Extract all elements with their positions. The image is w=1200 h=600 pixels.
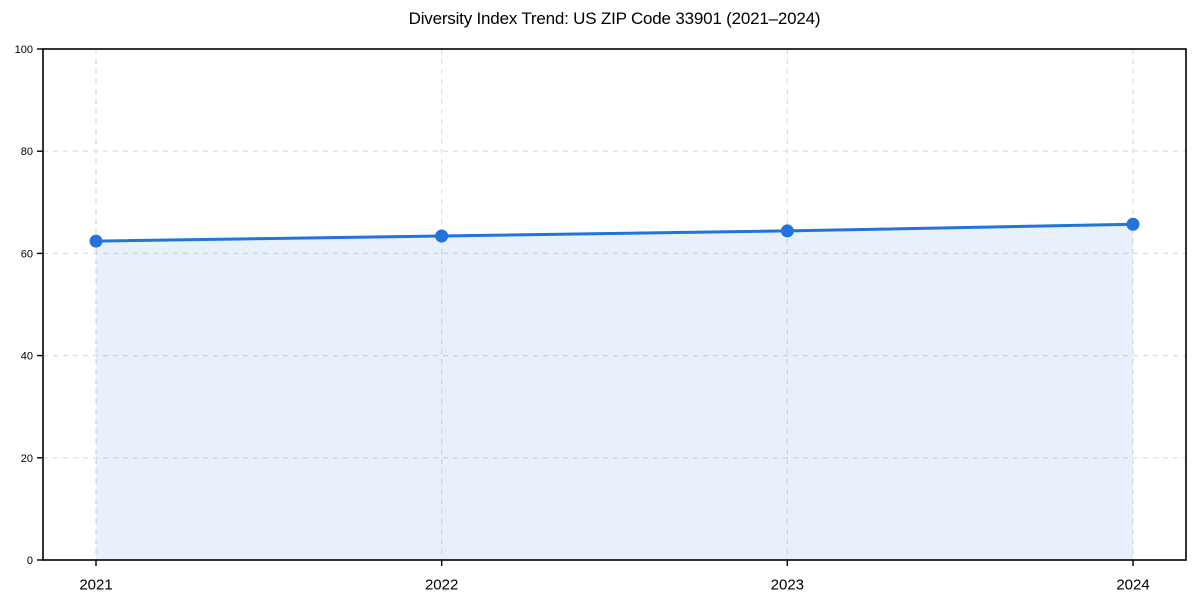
x-tick-label: 2024 bbox=[1116, 576, 1149, 593]
y-tick-label: 20 bbox=[21, 453, 33, 465]
data-point bbox=[435, 229, 449, 243]
x-tick-label: 2023 bbox=[771, 576, 804, 593]
data-point bbox=[89, 234, 103, 248]
chart-title: Diversity Index Trend: US ZIP Code 33901… bbox=[408, 9, 821, 28]
area-fill bbox=[96, 224, 1133, 560]
y-tick-label: 100 bbox=[15, 44, 33, 56]
y-tick-label: 80 bbox=[21, 146, 33, 158]
y-tick-label: 40 bbox=[21, 351, 33, 363]
data-line bbox=[94, 222, 1135, 243]
x-tick-label: 2021 bbox=[79, 576, 112, 593]
plot-border bbox=[42, 48, 1187, 561]
data-point bbox=[1126, 217, 1140, 231]
y-tick-label: 0 bbox=[27, 555, 33, 567]
y-tick-label: 60 bbox=[21, 248, 33, 260]
data-point bbox=[780, 224, 794, 238]
x-tick-label: 2022 bbox=[425, 576, 458, 593]
